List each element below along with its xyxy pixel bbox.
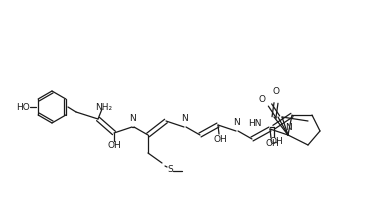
- Text: OH: OH: [107, 140, 121, 149]
- Text: OH: OH: [213, 134, 227, 143]
- Text: OH: OH: [265, 138, 279, 147]
- Text: HO: HO: [16, 103, 30, 112]
- Text: N: N: [181, 114, 189, 123]
- Text: HN: HN: [249, 119, 262, 128]
- Text: O: O: [258, 95, 265, 104]
- Text: OH: OH: [269, 137, 283, 146]
- Text: N: N: [286, 122, 292, 131]
- Text: N: N: [234, 118, 240, 127]
- Text: NH₂: NH₂: [95, 102, 113, 111]
- Text: O: O: [272, 87, 279, 96]
- Text: S: S: [167, 165, 173, 174]
- Text: N: N: [130, 114, 136, 123]
